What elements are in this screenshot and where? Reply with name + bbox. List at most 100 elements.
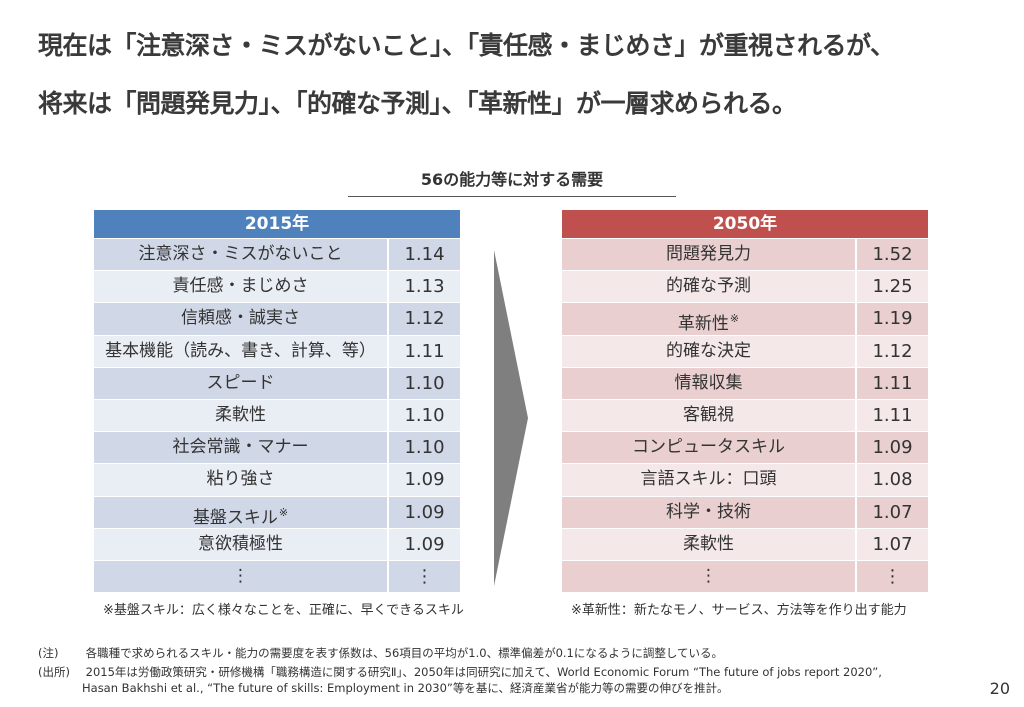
demand-value: 1.52 bbox=[855, 239, 928, 271]
table-row: 注意深さ・ミスがないこと 1.14 bbox=[94, 238, 460, 271]
footnote-mark: ※ bbox=[278, 505, 289, 519]
skill-name: 基盤スキル bbox=[192, 507, 278, 528]
table-row: 責任感・まじめさ 1.13 bbox=[94, 270, 460, 303]
table-subtitle: 56の能力等に対する需要 bbox=[348, 166, 676, 197]
demand-value: 1.07 bbox=[855, 528, 928, 560]
skill-name-cell: 基盤スキル※ bbox=[94, 496, 387, 528]
table-row: ⋮ ⋮ bbox=[562, 559, 928, 593]
table-row: コンピュータスキル 1.09 bbox=[562, 431, 928, 464]
table-row: スピード 1.10 bbox=[94, 366, 460, 399]
skill-name-cell: スピード bbox=[94, 367, 387, 399]
table-row: 問題発見力 1.52 bbox=[562, 238, 928, 271]
demand-value: 1.09 bbox=[387, 464, 460, 496]
demand-value: 1.09 bbox=[387, 496, 460, 528]
skill-name: 的確な予測 bbox=[666, 276, 751, 297]
skill-name-cell: 客観視 bbox=[562, 399, 855, 432]
skill-name-cell: 的確な予測 bbox=[562, 271, 855, 303]
footnote-mark: ※ bbox=[729, 312, 740, 326]
skill-name: 科学・技術 bbox=[666, 501, 751, 522]
skill-name: 信頼感・誠実さ bbox=[181, 308, 300, 329]
demand-value: 1.07 bbox=[855, 496, 928, 528]
demand-value: 1.11 bbox=[855, 399, 928, 432]
demand-value: 1.25 bbox=[855, 271, 928, 303]
table-row: 情報収集 1.11 bbox=[562, 366, 928, 399]
demand-value: 1.11 bbox=[387, 335, 460, 367]
footnote-source: (出所) 2015年は労働政策研究・研修機構「職務構造に関する研究Ⅱ」、2050… bbox=[38, 664, 882, 680]
table-row: 粘り強さ 1.09 bbox=[94, 463, 460, 496]
skill-name-cell: 的確な決定 bbox=[562, 335, 855, 367]
table-row: 的確な予測 1.25 bbox=[562, 270, 928, 303]
demand-value: 1.12 bbox=[387, 303, 460, 335]
skill-name-cell: コンピュータスキル bbox=[562, 432, 855, 464]
table-row: 社会常識・マナー 1.10 bbox=[94, 431, 460, 464]
skill-name-cell: ⋮ bbox=[94, 560, 387, 593]
demand-value: 1.13 bbox=[387, 271, 460, 303]
skill-name: 柔軟性 bbox=[683, 533, 734, 554]
demand-value: 1.10 bbox=[387, 399, 460, 432]
skill-name: ⋮ bbox=[700, 565, 717, 586]
demand-value: 1.09 bbox=[855, 432, 928, 464]
skill-name: スピード bbox=[206, 372, 275, 393]
table-2050-body: 問題発見力 1.52 的確な予測 1.25 革新性※ 1.19 的確な決定 1.12 情報収集 1… bbox=[562, 238, 928, 593]
right-arrow-icon bbox=[494, 250, 528, 586]
table-row: 信頼感・誠実さ 1.12 bbox=[94, 302, 460, 335]
skill-name: 柔軟性 bbox=[215, 404, 266, 425]
table-row: 柔軟性 1.07 bbox=[562, 527, 928, 560]
skill-name-cell: 意欲積極性 bbox=[94, 528, 387, 560]
skill-name: 社会常識・マナー bbox=[172, 437, 309, 458]
table-2015-header: 2015年 bbox=[94, 210, 460, 238]
demand-value: 1.08 bbox=[855, 464, 928, 496]
demand-value: 1.10 bbox=[387, 367, 460, 399]
table-2015: 2015年 注意深さ・ミスがないこと 1.14 責任感・まじめさ 1.13 信頼感・誠実… bbox=[94, 210, 460, 593]
page-number: 20 bbox=[989, 679, 1010, 698]
skill-name: 基本機能（読み、書き、計算、等） bbox=[105, 340, 376, 361]
table-2015-body: 注意深さ・ミスがないこと 1.14 責任感・まじめさ 1.13 信頼感・誠実さ 1.12 基… bbox=[94, 238, 460, 593]
skill-name-cell: 粘り強さ bbox=[94, 464, 387, 496]
table-row: 科学・技術 1.07 bbox=[562, 495, 928, 528]
skill-name-cell: 信頼感・誠実さ bbox=[94, 303, 387, 335]
skill-name: 的確な決定 bbox=[666, 340, 751, 361]
skill-name-cell: ⋮ bbox=[562, 560, 855, 593]
footnote-note-text: 各職種で求められるスキル・能力の需要度を表す係数は、56項目の平均が1.0、標準… bbox=[85, 646, 724, 660]
table-row: 基盤スキル※ 1.09 bbox=[94, 495, 460, 528]
skill-name-cell: 責任感・まじめさ bbox=[94, 271, 387, 303]
table-row: 革新性※ 1.19 bbox=[562, 302, 928, 335]
table-row: 言語スキル：口頭 1.08 bbox=[562, 463, 928, 496]
skill-name: 客観視 bbox=[683, 404, 734, 425]
table-row: 基本機能（読み、書き、計算、等） 1.11 bbox=[94, 334, 460, 367]
skill-name-cell: 柔軟性 bbox=[94, 399, 387, 432]
table-2050: 2050年 問題発見力 1.52 的確な予測 1.25 革新性※ 1.19 的確な決定 1.1… bbox=[562, 210, 928, 593]
headline-line-2: 将来は「問題発見力」、「的確な予測」、「革新性」が一層求められる。 bbox=[38, 89, 797, 118]
demand-value: 1.11 bbox=[855, 367, 928, 399]
demand-value: ⋮ bbox=[387, 560, 460, 593]
table-2050-note: ※革新性：新たなモノ、サービス、方法等を作り出す能力 bbox=[571, 603, 907, 618]
skill-name: 革新性 bbox=[677, 314, 729, 335]
skill-name-cell: 社会常識・マナー bbox=[94, 432, 387, 464]
skill-name: 言語スキル：口頭 bbox=[640, 469, 777, 490]
headline-line-1: 現在は「注意深さ・ミスがないこと」、「責任感・まじめさ」が重視されるが、 bbox=[38, 31, 895, 60]
skill-name: 粘り強さ bbox=[206, 469, 275, 490]
table-2015-note: ※基盤スキル：広く様々なことを、正確に、早くできるスキル bbox=[103, 603, 464, 618]
demand-value: 1.14 bbox=[387, 239, 460, 271]
footnote-source-cont: Hasan Bakhshi et al., “The future of ski… bbox=[82, 681, 729, 695]
skill-name-cell: 言語スキル：口頭 bbox=[562, 464, 855, 496]
skill-name: 問題発見力 bbox=[666, 244, 751, 264]
table-row: 柔軟性 1.10 bbox=[94, 398, 460, 432]
table-row: 客観視 1.11 bbox=[562, 398, 928, 432]
table-row: 的確な決定 1.12 bbox=[562, 334, 928, 367]
skill-name-cell: 科学・技術 bbox=[562, 496, 855, 528]
footnote-note-label: (注) bbox=[38, 646, 59, 660]
table-row: 意欲積極性 1.09 bbox=[94, 527, 460, 560]
demand-value: 1.10 bbox=[387, 432, 460, 464]
footnote-source-label: (出所) bbox=[38, 665, 70, 679]
skill-name: コンピュータスキル bbox=[632, 437, 785, 458]
demand-value: ⋮ bbox=[855, 560, 928, 593]
demand-value: 1.09 bbox=[387, 528, 460, 560]
skill-name-cell: 情報収集 bbox=[562, 367, 855, 399]
skill-name-cell: 問題発見力 bbox=[562, 239, 855, 271]
demand-value: 1.12 bbox=[855, 335, 928, 367]
skill-name: 責任感・まじめさ bbox=[172, 276, 309, 297]
skill-name: 意欲積極性 bbox=[198, 533, 283, 554]
demand-value: 1.19 bbox=[855, 303, 928, 335]
footnote-note: (注) 各職種で求められるスキル・能力の需要度を表す係数は、56項目の平均が1.… bbox=[38, 645, 723, 661]
